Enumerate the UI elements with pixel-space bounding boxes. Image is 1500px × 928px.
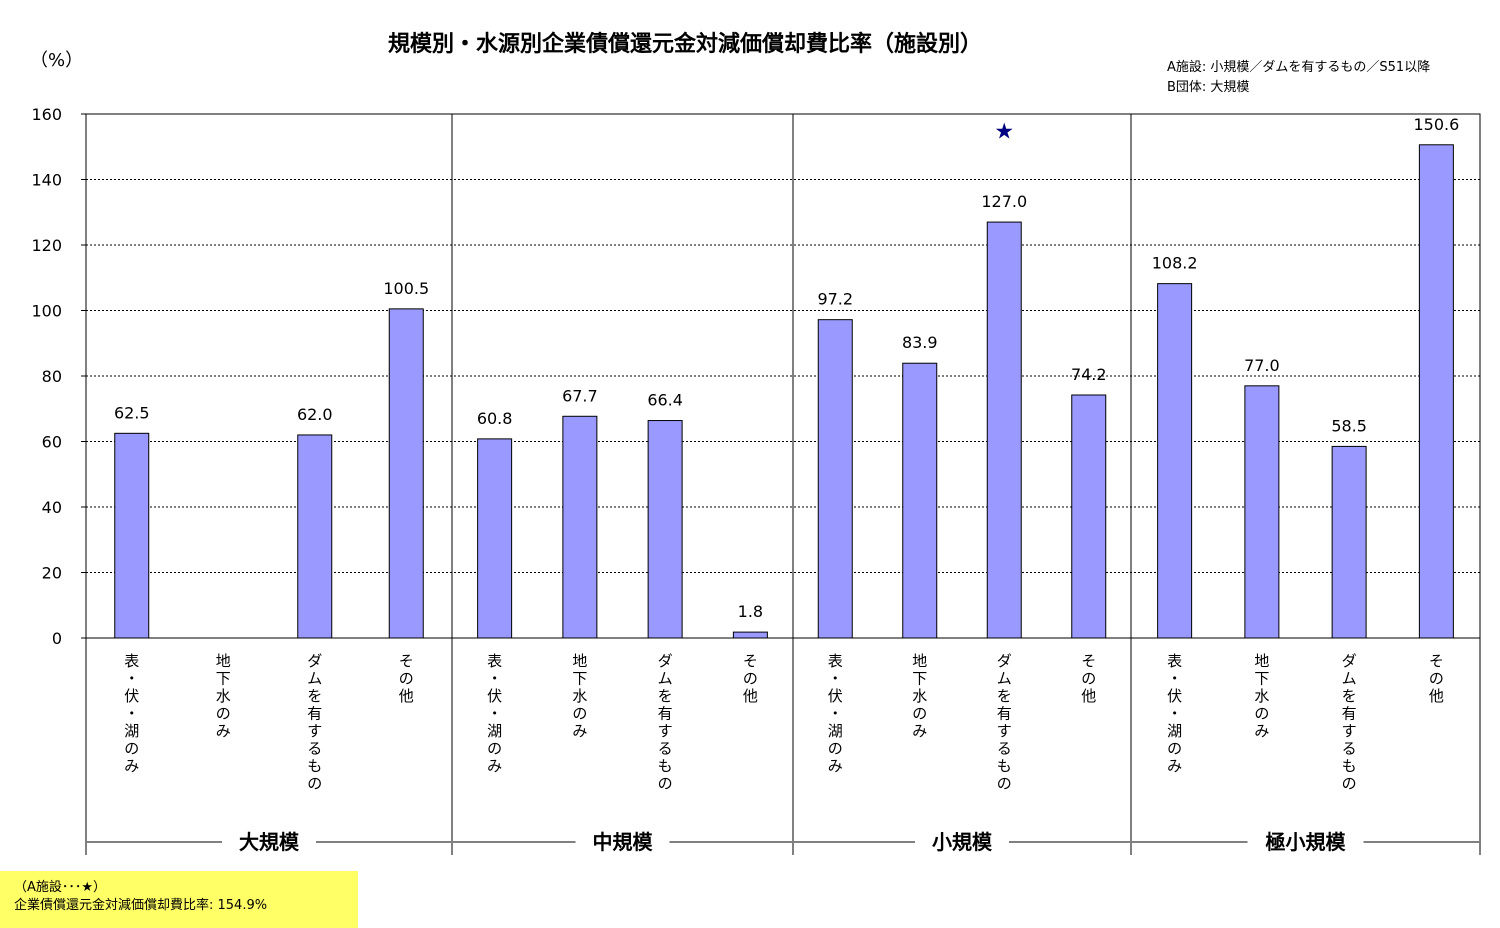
category-label: その他 [743,652,758,705]
bar [1244,385,1280,639]
category-label: ダムを有するもの [1342,652,1357,793]
bar [732,631,768,639]
star-marker-icon: ★ [994,120,1014,145]
category-label: その他 [1429,652,1444,705]
y-tick-label: 40 [42,498,62,517]
bar [986,221,1022,639]
footnote-box: （A施設･･･★） 企業債償還元金対減価償却費比率: 154.9% [0,871,358,928]
y-tick-label: 140 [31,171,62,190]
category-label: その他 [399,652,414,705]
y-tick-label: 120 [31,236,62,255]
y-tick-label: 20 [42,564,62,583]
chart-title: 規模別・水源別企業債償還元金対減価償却費比率（施設別） [388,32,983,57]
data-label: 60.8 [477,409,513,428]
data-label: 150.6 [1413,115,1459,134]
bar-chart: 0 20 40 60 80 100 120 140 160 大規模 62.5 表・伏・湖のみ 地下水のみ… [31,105,1481,855]
y-axis-unit-label: （%） [30,50,84,71]
group-label: 極小規模 [1265,830,1347,854]
category-label: ダムを有するもの [658,652,673,793]
footnote-line-1: （A施設･･･★） [14,880,107,895]
category-label: 地下水のみ [912,652,927,740]
legend-note-a: A施設: 小規模／ダムを有するもの／S51以降 [1167,60,1431,75]
group-label: 大規模 [239,830,300,854]
y-tick-label: 0 [52,629,62,648]
data-label: 74.2 [1071,365,1107,384]
data-label: 100.5 [383,279,429,298]
category-label: ダムを有するもの [307,652,322,793]
category-label: 表・伏・湖のみ [1167,652,1182,775]
bar [647,420,683,639]
category-label: 地下水のみ [1254,652,1269,740]
category-label: 地下水のみ [216,652,231,740]
bar [114,432,150,639]
data-label: 83.9 [902,333,938,352]
bar [1157,283,1193,639]
bar [817,319,853,639]
data-label: 67.7 [562,386,598,405]
data-label: 97.2 [817,290,853,309]
data-label: 58.5 [1331,416,1367,435]
bar [297,434,333,639]
data-label: 1.8 [738,602,763,621]
group-label: 小規模 [932,830,993,854]
group-label: 中規模 [593,830,654,854]
category-label: ダムを有するもの [997,652,1012,793]
category-label: 表・伏・湖のみ [828,652,843,775]
y-tick-label: 160 [31,105,62,124]
data-label: 62.5 [114,403,150,422]
bar [1071,394,1107,639]
data-label: 127.0 [981,192,1027,211]
y-tick-label: 60 [42,433,62,452]
y-tick-label: 80 [42,367,62,386]
bar [902,362,938,639]
bar [477,438,513,639]
category-label: 表・伏・湖のみ [487,652,502,775]
data-label: 108.2 [1152,254,1198,273]
category-label: その他 [1081,652,1096,705]
category-label: 表・伏・湖のみ [124,652,139,775]
data-label: 66.4 [647,391,683,410]
data-label: 62.0 [297,405,333,424]
bar [562,415,598,639]
category-label: 地下水のみ [572,652,587,740]
y-tick-label: 100 [31,302,62,321]
footnote-line-2: 企業債償還元金対減価償却費比率: 154.9% [14,898,268,913]
data-label: 77.0 [1244,356,1280,375]
bar [388,308,424,639]
bar [1331,445,1367,639]
legend-note-b: B団体: 大規模 [1167,80,1250,95]
bar [1418,144,1454,639]
